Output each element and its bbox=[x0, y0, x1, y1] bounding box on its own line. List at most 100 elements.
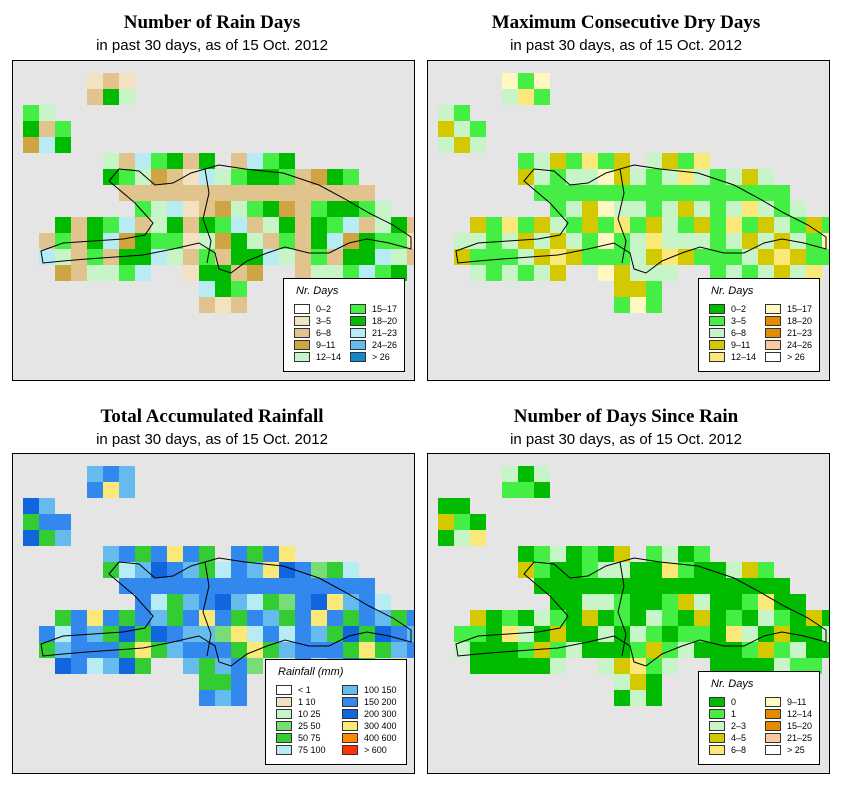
grid-cell bbox=[566, 201, 582, 217]
grid-cell bbox=[774, 265, 790, 281]
grid-cell bbox=[518, 546, 534, 562]
legend: Nr. Days 0–2 3–5 6–8 9–11 12–14 15–17 18–20 21–2… bbox=[283, 278, 405, 372]
grid-cell bbox=[119, 233, 135, 249]
grid-cell bbox=[103, 466, 119, 482]
grid-cell bbox=[215, 233, 231, 249]
grid-cell bbox=[55, 626, 71, 642]
grid-cell bbox=[247, 217, 263, 233]
legend-item: 10 25 bbox=[276, 708, 321, 719]
grid-cell bbox=[135, 265, 151, 281]
legend-title: Nr. Days bbox=[296, 285, 339, 297]
grid-cell bbox=[215, 281, 231, 297]
grid-cell bbox=[550, 217, 566, 233]
grid-cell bbox=[55, 610, 71, 626]
grid-cell bbox=[742, 249, 758, 265]
grid-cell bbox=[247, 546, 263, 562]
grid-cell bbox=[231, 249, 247, 265]
grid-cell bbox=[215, 690, 231, 706]
grid-cell bbox=[790, 642, 806, 658]
grid-cell bbox=[263, 578, 279, 594]
grid-cell bbox=[678, 610, 694, 626]
grid-cell bbox=[758, 185, 774, 201]
grid-cell bbox=[279, 153, 295, 169]
grid-cell bbox=[359, 217, 375, 233]
legend-swatch bbox=[276, 744, 292, 755]
legend-label: 21–23 bbox=[787, 327, 813, 338]
legend-label: > 600 bbox=[364, 744, 387, 755]
grid-cell bbox=[231, 153, 247, 169]
grid-cell bbox=[662, 578, 678, 594]
grid-cell bbox=[103, 265, 119, 281]
grid-cell bbox=[327, 562, 343, 578]
grid-cell bbox=[486, 249, 502, 265]
grid-cell bbox=[295, 562, 311, 578]
grid-cell bbox=[199, 626, 215, 642]
grid-cell bbox=[678, 169, 694, 185]
grid-cell bbox=[263, 153, 279, 169]
grid-cell bbox=[550, 249, 566, 265]
grid-cell bbox=[726, 610, 742, 626]
grid-cell bbox=[502, 610, 518, 626]
grid-cell bbox=[55, 658, 71, 674]
grid-cell bbox=[55, 137, 71, 153]
grid-cell bbox=[343, 626, 359, 642]
grid-cell bbox=[119, 610, 135, 626]
legend-swatch bbox=[350, 339, 366, 350]
grid-cell bbox=[726, 562, 742, 578]
grid-cell bbox=[582, 594, 598, 610]
grid-cell bbox=[295, 217, 311, 233]
grid-cell bbox=[598, 185, 614, 201]
grid-cell bbox=[119, 89, 135, 105]
grid-cell bbox=[566, 233, 582, 249]
legend-swatch bbox=[709, 744, 725, 755]
grid-cell bbox=[215, 185, 231, 201]
grid-cell bbox=[758, 265, 774, 281]
grid-cell bbox=[790, 610, 806, 626]
panel-title: Number of Rain Days bbox=[123, 12, 301, 33]
grid-cell bbox=[598, 658, 614, 674]
legend-item: 12–14 bbox=[709, 351, 756, 362]
grid-cell bbox=[311, 201, 327, 217]
grid-cell bbox=[55, 265, 71, 281]
grid-cell bbox=[806, 217, 822, 233]
legend-label: < 1 bbox=[298, 684, 311, 695]
grid-cell bbox=[630, 249, 646, 265]
legend-swatch bbox=[350, 315, 366, 326]
grid-cell bbox=[694, 217, 710, 233]
grid-cell bbox=[742, 562, 758, 578]
grid-cell bbox=[247, 562, 263, 578]
grid-cell bbox=[167, 185, 183, 201]
grid-cell bbox=[359, 233, 375, 249]
grid-cell bbox=[247, 578, 263, 594]
grid-cell bbox=[151, 169, 167, 185]
map-canvas bbox=[23, 73, 414, 313]
grid-cell bbox=[438, 498, 454, 514]
grid-cell bbox=[183, 201, 199, 217]
grid-cell bbox=[103, 153, 119, 169]
legend-label: 6–8 bbox=[731, 327, 747, 338]
legend-label: 75 100 bbox=[298, 744, 326, 755]
days-since-rain-map: Nr. Days 0 1 2–3 4–5 6–8 9–11 12–14 15–20 21–25 > … bbox=[427, 453, 830, 774]
legend-label: 3–5 bbox=[316, 315, 332, 326]
grid-cell bbox=[726, 642, 742, 658]
grid-cell bbox=[23, 105, 39, 121]
legend-swatch bbox=[709, 696, 725, 707]
grid-cell bbox=[231, 626, 247, 642]
grid-cell bbox=[806, 626, 822, 642]
grid-cell bbox=[391, 626, 407, 642]
grid-cell bbox=[598, 610, 614, 626]
grid-cell bbox=[790, 217, 806, 233]
grid-cell bbox=[678, 626, 694, 642]
grid-cell bbox=[582, 642, 598, 658]
grid-cell bbox=[582, 201, 598, 217]
legend-swatch bbox=[765, 732, 781, 743]
grid-cell bbox=[231, 674, 247, 690]
grid-cell bbox=[726, 265, 742, 281]
grid-cell bbox=[742, 201, 758, 217]
grid-cell bbox=[694, 185, 710, 201]
grid-cell bbox=[215, 217, 231, 233]
grid-cell bbox=[135, 233, 151, 249]
grid-cell bbox=[646, 297, 662, 313]
